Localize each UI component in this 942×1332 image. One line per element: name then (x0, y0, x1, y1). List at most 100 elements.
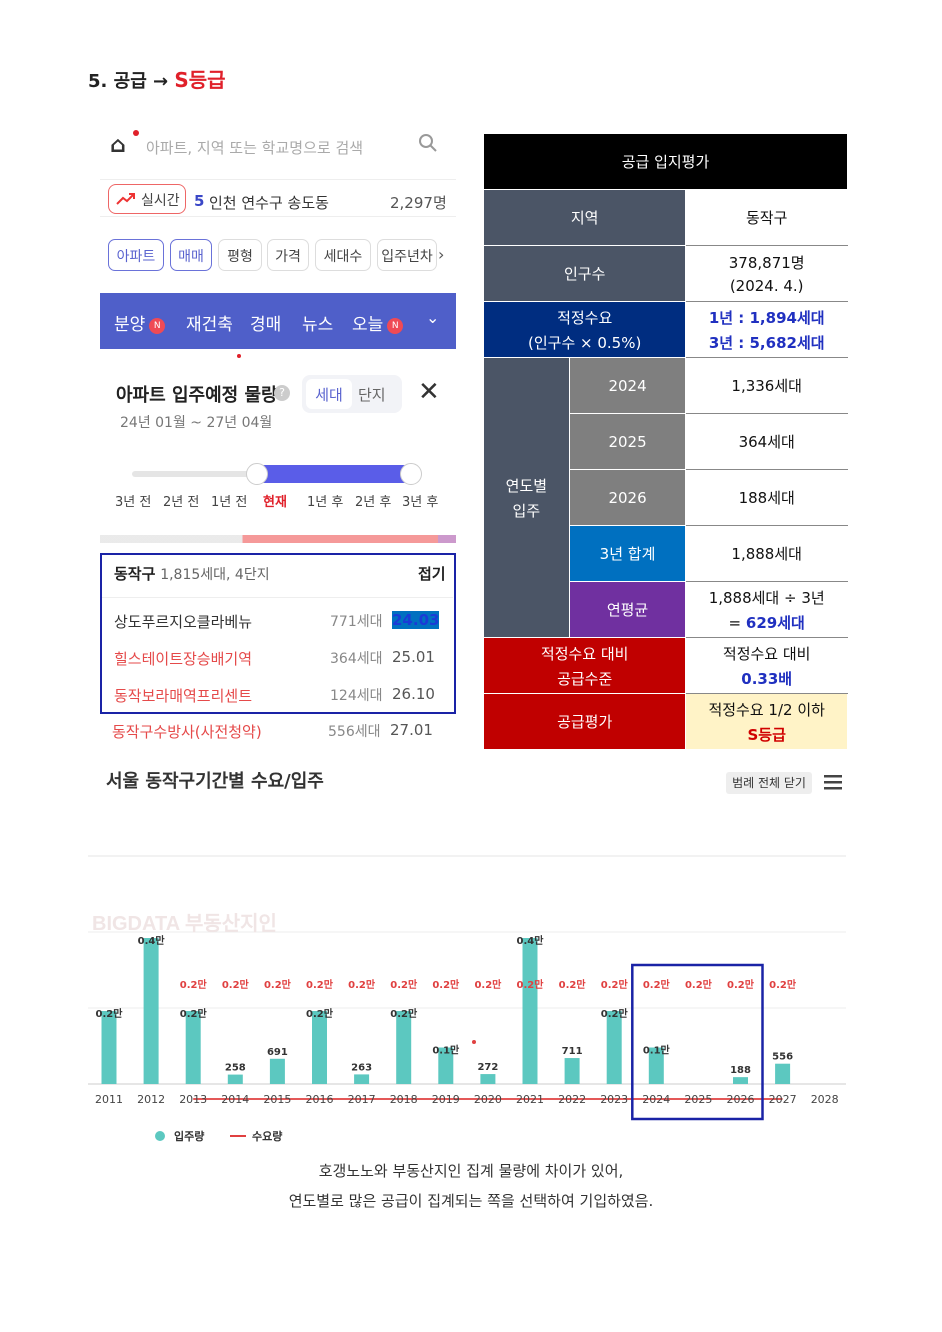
filter-chip-trade[interactable]: 매매 (170, 239, 212, 271)
cell-level-label: 적정수요 대비 공급수준 (482, 637, 687, 694)
supply-title: 아파트 입주예정 물량 (116, 385, 278, 406)
search-placeholder: 아파트, 지역 또는 학교명으로 검색 (146, 139, 364, 157)
cell-value-2026: 188세대 (685, 469, 848, 526)
toggle-complex[interactable]: 단지 (358, 386, 386, 404)
bar-label: 258 (225, 1063, 246, 1074)
bar-label: 711 (562, 1046, 583, 1057)
cell-demand-value: 1년 : 1,894세대 3년 : 5,682세대 (685, 301, 848, 358)
x-tick-label: 2026 (727, 1093, 755, 1106)
nav-presale[interactable]: 분양 N (114, 310, 166, 335)
note-line-1: 호갱노노와 부동산지인 집계 물량에 차이가 있어, (318, 1162, 624, 1180)
bar-label: 188 (730, 1065, 751, 1076)
realtime-pill[interactable]: 실시간 (108, 184, 186, 214)
cell-avg-value: 1,888세대 ÷ 3년 = 629세대 (685, 581, 848, 638)
bar-label: 0.2만 (390, 1007, 418, 1020)
filter-chip-households[interactable]: 세대수 (315, 239, 371, 271)
bar (354, 1074, 370, 1084)
list-item[interactable]: 동작구수방사(사전청약) 556세대 27.01 (112, 721, 433, 741)
note-line-2: 연도별로 많은 공급이 집계되는 쪽을 선택하여 기입하였음. (288, 1192, 654, 1210)
demand-label: 0.2만 (559, 978, 587, 991)
cell-eval-value: 적정수요 1/2 이하 S등급 (685, 693, 848, 750)
bar (733, 1077, 748, 1084)
x-tick-label: 2027 (769, 1093, 797, 1106)
bar (269, 1058, 285, 1084)
cell-year-2025: 2025 (568, 413, 687, 470)
complex-list-box: 동작구 1,815세대, 4단지 접기 상도푸르지오클라베뉴 771세대 24.03… (100, 553, 456, 714)
slider-handle-start[interactable] (246, 463, 268, 485)
x-tick-label: 2024 (642, 1093, 670, 1106)
x-tick-label: 2021 (516, 1093, 544, 1106)
filter-row: 아파트 매매 평형 가격 세대수 입주년차 › (100, 237, 456, 273)
demand-label: 0.2만 (685, 978, 713, 991)
close-icon[interactable]: ✕ (418, 377, 440, 407)
bar (143, 938, 159, 1084)
cell-region-label: 지역 (482, 189, 687, 246)
filter-chip-apartment[interactable]: 아파트 (108, 239, 164, 271)
list-item[interactable]: 상도푸르지오클라베뉴 771세대 24.03 (114, 611, 440, 631)
realtime-row[interactable]: 실시간 5 인천 연수구 송도동 2,297명 (100, 179, 456, 217)
cell-demand-label: 적정수요 (인구수 × 0.5%) (482, 301, 687, 358)
list-item[interactable]: 힐스테이트장승배기역 364세대 25.01 (114, 648, 435, 668)
x-tick-label: 2020 (474, 1093, 502, 1106)
cell-sum-value: 1,888세대 (685, 525, 848, 582)
chevron-right-icon[interactable]: › (438, 245, 445, 264)
nav-auction[interactable]: 경매 (250, 315, 282, 335)
supply-demand-chart: BIGDATA 부동산지인 0.2만 0.2만 0.2만 0.2만 0.2만 0.2만 0.… (88, 855, 846, 1143)
slider-label: 2년 후 (355, 495, 392, 510)
chevron-down-icon[interactable]: ⌄ (426, 308, 440, 327)
slider-handle-end[interactable] (400, 463, 422, 485)
menu-icon[interactable] (824, 774, 842, 790)
home-logo-icon: ⌂ (110, 133, 126, 158)
slider-label: 1년 전 (211, 495, 248, 510)
realtime-name: 인천 연수구 송도동 (209, 194, 329, 212)
bar-label: 0.4만 (517, 934, 545, 947)
filter-chip-area[interactable]: 평형 (218, 239, 262, 271)
bar (396, 1011, 412, 1084)
app-panel: ⌂ 아파트, 지역 또는 학교명으로 검색 실시간 5 인천 연수구 송도동 2… (100, 125, 456, 755)
x-tick-label: 2016 (306, 1093, 334, 1106)
list-item[interactable]: 동작보라매역프리센트 124세대 26.10 (114, 685, 435, 705)
nav-news[interactable]: 뉴스 (302, 315, 334, 335)
realtime-rank: 5 (194, 192, 205, 210)
bar-label: 0.1만 (432, 1044, 460, 1057)
x-tick-label: 2014 (221, 1093, 249, 1106)
search-bar[interactable]: ⌂ 아파트, 지역 또는 학교명으로 검색 (100, 125, 456, 169)
help-icon[interactable]: ? (274, 385, 290, 401)
slider-label-current: 현재 (263, 495, 287, 510)
filter-chip-age[interactable]: 입주년차 (377, 239, 437, 271)
demand-label: 0.2만 (432, 978, 460, 991)
demand-label: 0.2만 (643, 978, 671, 991)
realtime-count: 2,297명 (390, 194, 447, 212)
unit-toggle[interactable]: 세대 단지 (302, 375, 402, 413)
cell-year-2024: 2024 (568, 357, 687, 414)
search-icon[interactable] (418, 133, 438, 153)
slider-label: 1년 후 (307, 495, 344, 510)
legend-bar-swatch (155, 1131, 165, 1141)
highlight-box (631, 963, 764, 1121)
demand-label: 0.2만 (222, 978, 250, 991)
nav-today[interactable]: 오늘 N (352, 310, 404, 335)
bar-label: 272 (477, 1062, 498, 1073)
x-tick-label: 2012 (137, 1093, 165, 1106)
bar-label: 0.1만 (643, 1044, 671, 1057)
legend-line-label: 수요량 (252, 1130, 282, 1143)
watermark: BIGDATA 부동산지인 (92, 912, 277, 935)
demand-label: 0.2만 (348, 978, 376, 991)
bar-label: 0.2만 (306, 1007, 334, 1020)
nav-rebuild[interactable]: 재건축 (186, 315, 233, 335)
demand-label: 0.2만 (306, 978, 334, 991)
x-tick-label: 2028 (811, 1093, 839, 1106)
toggle-households[interactable]: 세대 (306, 379, 352, 409)
fold-button[interactable]: 접기 (418, 565, 446, 583)
bar-label: 556 (772, 1052, 793, 1063)
bar (606, 1011, 622, 1084)
x-tick-label: 2013 (179, 1093, 207, 1106)
new-badge: N (387, 318, 404, 334)
filter-chip-price[interactable]: 가격 (267, 239, 309, 271)
demand-label: 0.2만 (727, 978, 755, 991)
cell-level-value: 적정수요 대비 0.33배 (685, 637, 848, 694)
bar (480, 1074, 496, 1084)
cell-year-2026: 2026 (568, 469, 687, 526)
legend-toggle-button[interactable]: 범례 전체 닫기 (726, 772, 812, 794)
logo-dot (133, 130, 139, 136)
